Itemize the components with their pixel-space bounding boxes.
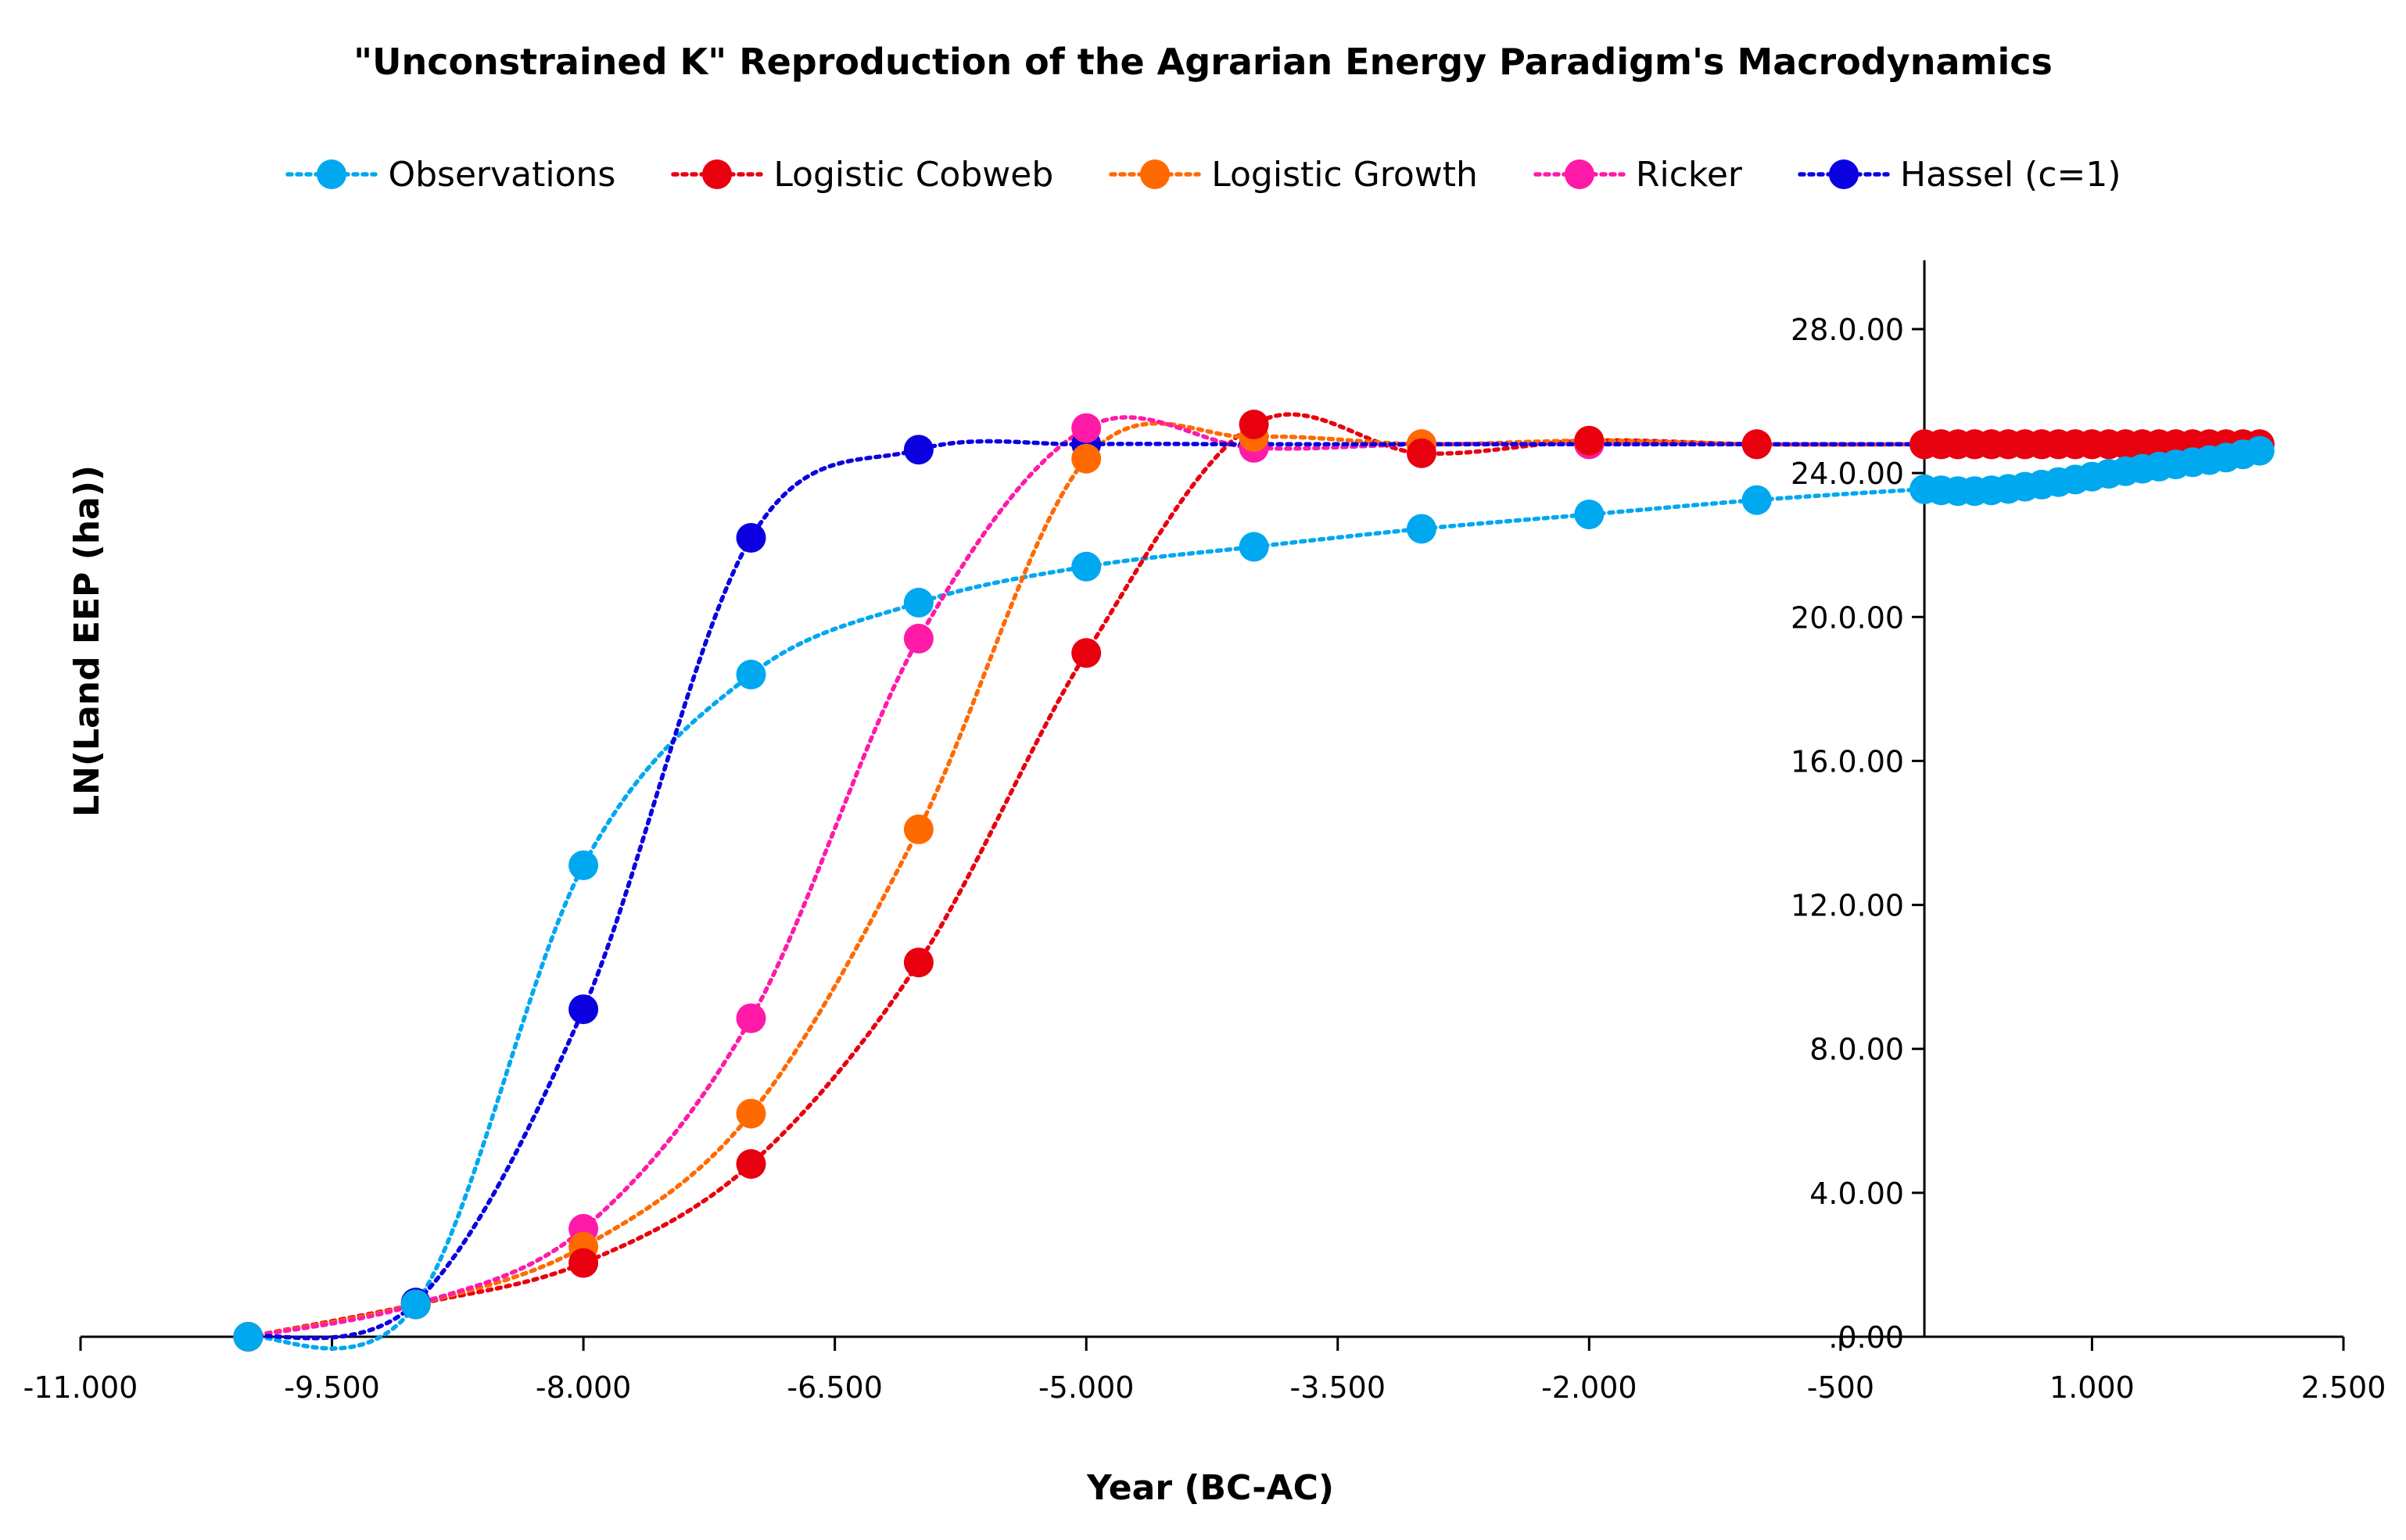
x-tick-label: -3.500 xyxy=(1290,1370,1386,1405)
x-axis-title: Year (BC-AC) xyxy=(1086,1468,1334,1508)
data-point-observations xyxy=(1741,485,1772,515)
data-point-observations xyxy=(903,587,934,618)
data-point-logistic-cobweb xyxy=(903,947,934,978)
data-point-ricker xyxy=(1071,413,1102,443)
data-point-observations xyxy=(2244,435,2275,466)
x-tick-label: -6.500 xyxy=(787,1370,883,1405)
data-point-observations xyxy=(233,1322,264,1352)
data-point-logistic-cobweb xyxy=(1239,410,1269,439)
legend-marker-logistic-cobweb xyxy=(671,159,764,189)
data-point-ricker xyxy=(736,1003,766,1033)
y-tick-label: 24.0.00 xyxy=(1791,457,1904,491)
y-tick-label: 4.0.00 xyxy=(1809,1176,1904,1211)
series-line-observations xyxy=(246,448,2262,1351)
legend-item-observations: Observations xyxy=(285,155,615,195)
x-tick-label: -9.500 xyxy=(284,1370,380,1405)
data-point-hassel-c-1 xyxy=(736,523,766,553)
legend-item-ricker: Ricker xyxy=(1533,155,1742,195)
data-point-logistic-cobweb xyxy=(568,1248,599,1278)
data-point-observations xyxy=(400,1289,431,1320)
y-tick-label: 20.0.00 xyxy=(1791,600,1904,635)
x-tick-label: -2.000 xyxy=(1541,1370,1637,1405)
data-point-logistic-cobweb xyxy=(1574,425,1605,456)
data-point-hassel-c-1 xyxy=(568,994,599,1025)
y-tick-label: 28.0.00 xyxy=(1791,313,1904,347)
data-point-ricker xyxy=(903,623,934,654)
data-point-logistic-growth xyxy=(1071,443,1102,474)
x-tick-label: 1.000 xyxy=(2049,1370,2135,1405)
legend-marker-ricker xyxy=(1533,159,1626,189)
data-point-logistic-cobweb xyxy=(1741,429,1772,460)
legend-label-hassel-c-1: Hassel (c=1) xyxy=(1899,154,2121,195)
data-point-logistic-cobweb xyxy=(1407,438,1436,468)
data-point-observations xyxy=(1574,500,1605,530)
data-point-logistic-growth xyxy=(903,814,934,844)
legend-item-hassel-c-1: Hassel (c=1) xyxy=(1797,155,2121,195)
chart-title: "Unconstrained K" Reproduction of the Ag… xyxy=(353,41,2053,83)
chart-legend: Observations Logistic Cobweb Logistic Grow… xyxy=(0,147,2406,202)
x-tick-label: -5.000 xyxy=(1038,1370,1135,1405)
data-point-observations xyxy=(736,659,766,689)
legend-marker-observations xyxy=(285,159,378,189)
y-tick-label: .0.00 xyxy=(1828,1320,1904,1355)
legend-label-ricker: Ricker xyxy=(1635,154,1742,195)
y-axis-title: LN(Land EEP (ha)) xyxy=(67,465,107,817)
legend-marker-logistic-growth xyxy=(1109,159,1202,189)
x-tick-label: -8.000 xyxy=(536,1370,632,1405)
legend-item-logistic-growth: Logistic Growth xyxy=(1108,155,1478,195)
y-tick-label: 12.0.00 xyxy=(1791,889,1904,923)
legend-label-logistic-growth: Logistic Growth xyxy=(1211,154,1478,195)
legend-marker-hassel-c-1 xyxy=(1798,159,1890,189)
legend-item-logistic-cobweb: Logistic Cobweb xyxy=(670,155,1053,195)
legend-label-logistic-cobweb: Logistic Cobweb xyxy=(773,154,1054,195)
y-tick-label: 8.0.00 xyxy=(1809,1033,1904,1067)
legend-label-observations: Observations xyxy=(388,154,616,195)
data-point-logistic-growth xyxy=(736,1098,766,1129)
x-tick-label: -11.000 xyxy=(23,1370,138,1405)
data-point-hassel-c-1 xyxy=(903,435,934,465)
series-points-group xyxy=(233,410,2275,1352)
data-point-observations xyxy=(1239,532,1269,562)
data-point-observations xyxy=(1407,514,1436,544)
y-tick-label: 16.0.00 xyxy=(1791,744,1904,779)
axes-group: -11.000 -9.500 -8.000 -6.500 -5.000 -3.500 -2.… xyxy=(23,260,2386,1405)
data-point-observations xyxy=(568,850,599,880)
series-line-hassel-c-1 xyxy=(246,439,2262,1341)
data-point-logistic-cobweb xyxy=(736,1149,766,1179)
data-point-logistic-cobweb xyxy=(1071,638,1102,668)
x-tick-label: 2.500 xyxy=(2301,1370,2386,1405)
x-tick-label: -500 xyxy=(1807,1370,1874,1405)
data-point-observations xyxy=(1071,551,1102,582)
